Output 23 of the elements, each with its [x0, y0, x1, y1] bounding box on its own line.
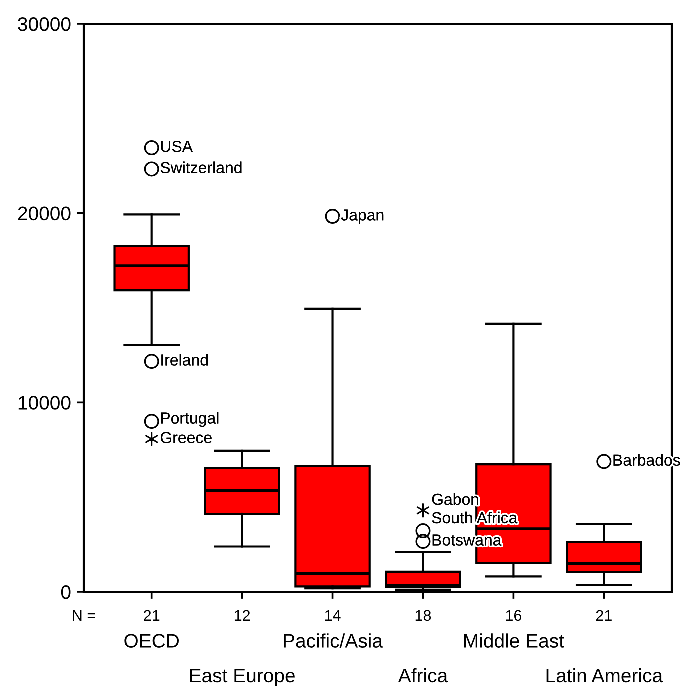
x-tick-label: East Europe [190, 669, 295, 687]
annotation: Greece [160, 432, 212, 444]
y-tick-label: 0 [61, 585, 71, 600]
x-tick-label: Pacific/Asia [284, 634, 384, 648]
annotation: 14 [325, 610, 341, 621]
annotation: 12 [234, 610, 250, 621]
annotation: 18 [416, 610, 432, 622]
y-tick-label: 20000 [18, 206, 71, 221]
text: N = [73, 610, 96, 621]
y-tick-label: 10000 [18, 396, 71, 410]
annotation: 21 [144, 610, 160, 621]
annotation: USA [161, 140, 193, 152]
x-tick-label: OECD [124, 634, 180, 648]
annotation: Ireland [162, 354, 208, 366]
x-tick-label: Middle East [464, 634, 564, 648]
annotation: Switzerland [160, 162, 242, 174]
x-tick-label: Latin America [546, 668, 664, 683]
x-tick-label: Africa [398, 668, 448, 683]
annotation: Japan [341, 210, 384, 224]
annotation: 21 [596, 610, 612, 621]
y-tick-label: 30000 [18, 17, 71, 32]
annotation: Portugal [161, 412, 219, 428]
annotation: 16 [506, 610, 522, 622]
